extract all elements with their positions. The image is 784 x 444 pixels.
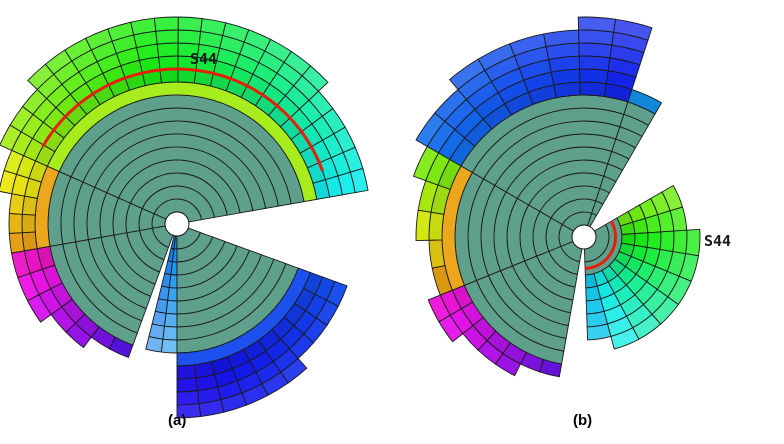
b-green-cell-2-4[interactable] [646,231,662,251]
a-lightblue-cell-1-3[interactable] [160,272,172,289]
b-yellow-cell-2-11[interactable] [415,209,432,241]
b-green-cell-2-6[interactable] [672,229,688,255]
a-lightblue-cell-1-1[interactable] [167,247,175,263]
a-yellow-cell-4-12[interactable] [3,149,25,175]
b-hub [571,224,597,250]
b-blue-cell-6-13[interactable] [578,42,613,59]
b-yellow-cell-1-10[interactable] [428,239,446,269]
panel-a-caption: (a) [168,412,186,429]
a-magenta-cell-6-11[interactable] [11,250,31,279]
panel-b-caption: (b) [573,412,592,429]
a-lightblue-cell-1-5[interactable] [154,298,169,314]
a-lightblue-cell-1-2[interactable] [164,260,173,276]
a-blue-cell-9-11[interactable] [176,377,198,393]
a-hub [164,211,190,237]
b-lightblue-cell-0-10[interactable] [627,89,663,115]
b-blue-cell-7-15[interactable] [613,18,653,41]
a-lightblue-cell-0-8[interactable] [160,338,178,354]
a-lightblue-cell-0-6[interactable] [163,312,178,328]
b-green-cell-2-5[interactable] [659,230,675,253]
a-green-cell-9-13[interactable] [155,29,179,45]
b-yellow-cell-2-10[interactable] [428,211,445,241]
a-yellow-cell-1-10[interactable] [21,213,36,234]
a-blue-cell-9-12[interactable] [176,390,200,406]
a-green-cell-10-13[interactable] [177,29,202,45]
a-green-cell-21-13[interactable] [349,167,369,194]
a-blue-cell-9-10[interactable] [176,364,197,380]
panel-a-node-label[interactable]: S44 [190,50,217,68]
a-lightblue-cell-1-4[interactable] [157,285,170,301]
b-blue-cell-6-12[interactable] [578,55,611,72]
b-blue-cell-6-15[interactable] [577,16,617,33]
a-green-cell-9-14[interactable] [153,16,179,32]
b-yellow-cell-4-12[interactable] [412,145,440,182]
a-yellow-cell-2-11[interactable] [8,193,26,215]
a-yellow-cell-1-11[interactable] [8,212,23,234]
a-highlight-arc [41,67,325,172]
b-blue-cell-6-10[interactable] [579,81,607,97]
a-green-cell-9-12[interactable] [156,42,179,58]
panel-a-radial-tree [0,16,369,419]
panel-b-radial-tree [412,16,701,378]
a-yellow-cell-2-10[interactable] [21,195,38,216]
a-yellow-cell-0-10[interactable] [21,231,38,252]
b-green-cell-2-7[interactable] [685,228,701,257]
b-highlight-arc [585,220,617,270]
a-blue-cell-9-13[interactable] [176,403,202,419]
a-lightblue-cell-1-8[interactable] [145,336,164,353]
a-lightblue-cell-0-7[interactable] [162,325,178,341]
b-blue-cell-6-14[interactable] [578,29,615,46]
a-yellow-cell-0-11[interactable] [8,232,25,254]
b-green-cell-8-6[interactable] [586,323,612,341]
a-green-cell-10-14[interactable] [177,16,203,32]
b-blue-cell-6-11[interactable] [579,68,609,85]
panel-b-node-label[interactable]: S44 [704,232,731,250]
